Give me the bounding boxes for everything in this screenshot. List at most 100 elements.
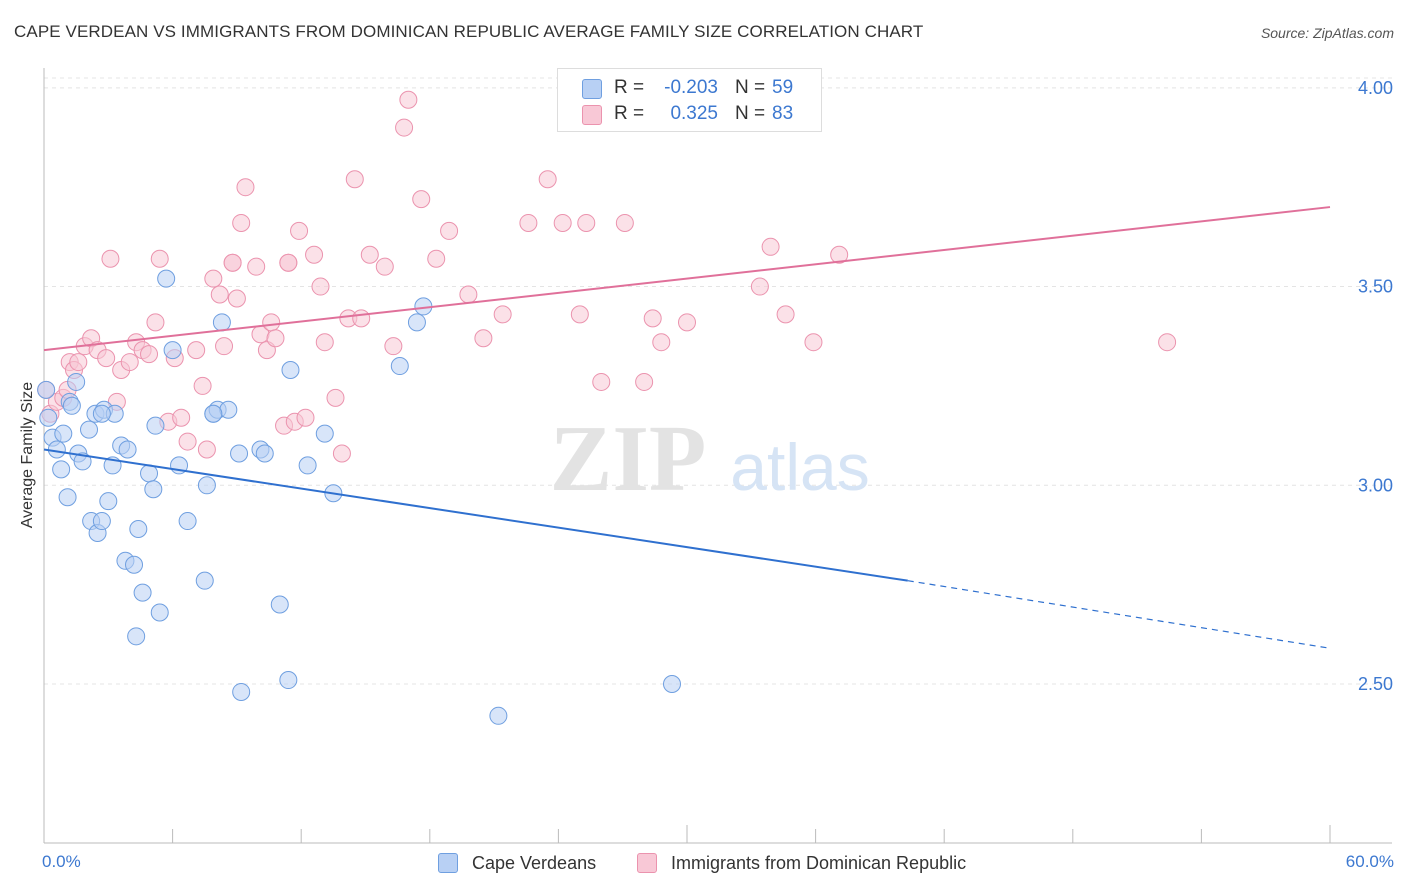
point-dominican <box>150 249 169 268</box>
point-dominican <box>761 237 780 256</box>
point-dominican <box>326 388 345 407</box>
point-dominican <box>197 440 216 459</box>
axes <box>43 68 1392 844</box>
x-tick-label-max: 60.0% <box>1345 852 1394 871</box>
point-cape-verdean <box>298 456 317 475</box>
point-dominican <box>296 408 315 427</box>
point-cape-verdean <box>144 480 163 499</box>
point-cape-verdean <box>67 372 86 391</box>
point-dominican <box>69 353 88 372</box>
point-cape-verdean <box>127 627 146 646</box>
n-value: 83 <box>772 103 794 124</box>
series-cape-verdeans <box>37 269 681 725</box>
watermark: ZIP atlas <box>550 407 870 511</box>
point-dominican <box>412 190 431 209</box>
point-dominican <box>570 305 589 324</box>
point-cape-verdean <box>195 571 214 590</box>
point-dominican <box>210 285 229 304</box>
n-value: 59 <box>772 77 794 98</box>
point-cape-verdean <box>390 357 409 376</box>
point-dominican <box>97 349 116 368</box>
point-dominican <box>332 444 351 463</box>
point-cape-verdean <box>140 464 159 483</box>
point-cape-verdean <box>37 380 56 399</box>
watermark-zip: ZIP <box>550 407 707 511</box>
point-dominican <box>395 118 414 137</box>
y-tick-label: 2.50 <box>1358 674 1393 694</box>
point-cape-verdean <box>230 444 249 463</box>
point-dominican <box>427 249 446 268</box>
point-cape-verdean <box>146 416 165 435</box>
y-tick-label: 4.00 <box>1358 78 1393 98</box>
n-label: N = <box>735 103 766 124</box>
y-tick-labels: 2.50 3.00 3.50 4.00 <box>1358 78 1393 694</box>
stats-legend-row-cape-verdeans: R = -0.203 N = 59 <box>558 75 821 101</box>
point-cape-verdean <box>58 488 77 507</box>
n-label: N = <box>735 77 766 98</box>
stats-legend-row-dominican: R = 0.325 N = 83 <box>558 101 821 127</box>
point-dominican <box>830 245 849 264</box>
point-dominican <box>101 249 120 268</box>
point-dominican <box>553 213 572 232</box>
point-dominican <box>290 221 309 240</box>
point-cape-verdean <box>99 492 118 511</box>
point-dominican <box>146 313 165 332</box>
legend-label: Cape Verdeans <box>472 853 597 873</box>
point-dominican <box>375 257 394 276</box>
point-cape-verdean <box>662 675 681 694</box>
point-cape-verdean <box>80 420 99 439</box>
point-dominican <box>352 309 371 328</box>
point-dominican <box>279 253 298 272</box>
blue-swatch-icon <box>438 853 458 873</box>
point-cape-verdean <box>129 520 148 539</box>
point-cape-verdean <box>157 269 176 288</box>
watermark-atlas: atlas <box>730 430 869 504</box>
point-cape-verdean <box>150 603 169 622</box>
point-dominican <box>315 333 334 352</box>
point-dominican <box>223 253 242 272</box>
point-dominican <box>635 372 654 391</box>
r-label: R = <box>614 77 645 98</box>
point-cape-verdean <box>197 476 216 495</box>
point-cape-verdean <box>407 313 426 332</box>
stats-legend: R = -0.203 N = 59 R = 0.325 N = 83 <box>557 68 822 132</box>
point-cape-verdean <box>118 440 137 459</box>
point-dominican <box>592 372 611 391</box>
point-cape-verdean <box>125 555 144 574</box>
point-dominican <box>262 313 281 332</box>
trend-lines <box>43 206 1331 649</box>
point-dominican <box>227 289 246 308</box>
point-cape-verdean <box>270 595 289 614</box>
point-cape-verdean <box>279 671 298 690</box>
point-cape-verdean <box>163 341 182 360</box>
point-dominican <box>519 213 538 232</box>
point-dominican <box>384 337 403 356</box>
point-cape-verdean <box>39 408 58 427</box>
point-dominican <box>232 213 251 232</box>
point-cape-verdean <box>54 424 73 443</box>
point-cape-verdean <box>489 706 508 725</box>
point-cape-verdean <box>52 460 71 479</box>
point-dominican <box>440 221 459 240</box>
source-label: Source: ZipAtlas.com <box>1260 25 1394 41</box>
point-dominican <box>804 333 823 352</box>
point-dominican <box>172 408 191 427</box>
point-cape-verdean <box>133 583 152 602</box>
legend-label: Immigrants from Dominican Republic <box>671 853 967 873</box>
point-cape-verdean <box>92 404 111 423</box>
point-dominican <box>247 257 266 276</box>
point-dominican <box>345 170 364 189</box>
point-dominican <box>120 353 139 372</box>
point-cape-verdean <box>232 682 251 701</box>
chart-title: CAPE VERDEAN VS IMMIGRANTS FROM DOMINICA… <box>14 22 924 41</box>
point-dominican <box>178 432 197 451</box>
point-cape-verdean <box>255 444 274 463</box>
point-dominican <box>266 329 285 348</box>
gridlines <box>44 77 1392 685</box>
point-dominican <box>538 170 557 189</box>
point-dominican <box>459 285 478 304</box>
point-dominican <box>215 337 234 356</box>
point-cape-verdean <box>219 400 238 419</box>
point-dominican <box>311 277 330 296</box>
